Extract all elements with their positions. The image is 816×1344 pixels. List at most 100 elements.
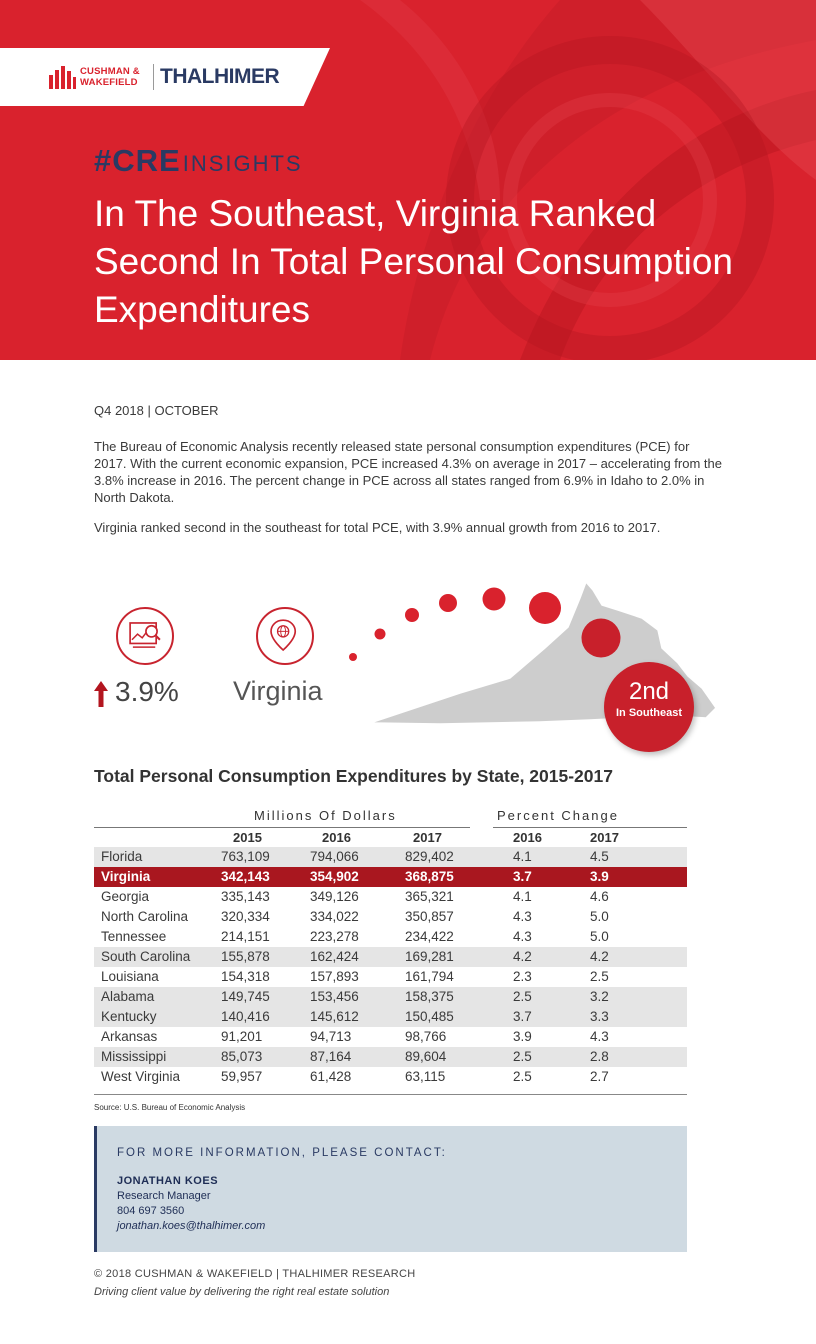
cell-2016: 349,126 — [310, 889, 359, 904]
group-header-percent: Percent Change — [497, 808, 619, 823]
cell-state: Arkansas — [101, 1029, 158, 1044]
table-body: Florida 763,109 794,066 829,402 4.1 4.5 … — [94, 847, 687, 1087]
logo-bar: CUSHMAN & WAKEFIELD THALHIMER — [0, 48, 330, 106]
table-row: Florida 763,109 794,066 829,402 4.1 4.5 — [94, 847, 687, 867]
table-title: Total Personal Consumption Expenditures … — [94, 766, 613, 786]
cell-2016: 794,066 — [310, 849, 359, 864]
cell-2015: 335,143 — [221, 889, 270, 904]
table-bottom-rule — [94, 1094, 687, 1095]
cell-state: Florida — [101, 849, 143, 864]
cell-2016: 87,164 — [310, 1049, 352, 1064]
cell-pct-2017: 5.0 — [590, 909, 609, 924]
cell-2015: 91,201 — [221, 1029, 263, 1044]
col-header-2016: 2016 — [322, 830, 351, 845]
cell-2017: 98,766 — [405, 1029, 447, 1044]
cell-2015: 320,334 — [221, 909, 270, 924]
cell-2017: 350,857 — [405, 909, 454, 924]
cre-suffix: INSIGHTS — [182, 151, 303, 176]
cell-2016: 94,713 — [310, 1029, 352, 1044]
cell-pct-2017: 2.8 — [590, 1049, 609, 1064]
cell-pct-2016: 3.9 — [513, 1029, 532, 1044]
contact-heading: FOR MORE INFORMATION, PLEASE CONTACT: — [117, 1147, 447, 1159]
cell-state: North Carolina — [101, 909, 189, 924]
cell-2017: 161,794 — [405, 969, 454, 984]
cre-prefix: #CRE — [94, 143, 181, 178]
cell-state: Tennessee — [101, 929, 167, 944]
cell-pct-2017: 3.9 — [590, 869, 609, 884]
cell-pct-2016: 3.7 — [513, 869, 532, 884]
cell-2016: 223,278 — [310, 929, 359, 944]
page-title: In The Southeast, Virginia Ranked Second… — [94, 193, 733, 330]
cell-2015: 149,745 — [221, 989, 270, 1004]
cell-2016: 162,424 — [310, 949, 359, 964]
cell-pct-2017: 2.5 — [590, 969, 609, 984]
hero-banner: CUSHMAN & WAKEFIELD THALHIMER #CREINSIGH… — [0, 0, 816, 360]
cell-pct-2016: 2.3 — [513, 969, 532, 984]
cell-2015: 763,109 — [221, 849, 270, 864]
table-row: North Carolina 320,334 334,022 350,857 4… — [94, 907, 687, 927]
cell-pct-2017: 4.3 — [590, 1029, 609, 1044]
header-rule-percent — [493, 827, 687, 828]
cell-2015: 214,151 — [221, 929, 270, 944]
table-row-highlighted: Virginia 342,143 354,902 368,875 3.7 3.9 — [94, 867, 687, 887]
cell-2017: 368,875 — [405, 869, 454, 884]
table-source: Source: U.S. Bureau of Economic Analysis — [94, 1103, 246, 1112]
growth-stat: 3.9% — [115, 676, 179, 707]
cell-2015: 155,878 — [221, 949, 270, 964]
col-header-pct-2016: 2016 — [513, 830, 542, 845]
cell-pct-2016: 4.1 — [513, 849, 532, 864]
cell-2017: 829,402 — [405, 849, 454, 864]
table-row: Kentucky 140,416 145,612 150,485 3.7 3.3 — [94, 1007, 687, 1027]
cell-pct-2016: 4.3 — [513, 929, 532, 944]
cell-pct-2016: 2.5 — [513, 1049, 532, 1064]
cell-state: South Carolina — [101, 949, 191, 964]
cell-pct-2017: 4.5 — [590, 849, 609, 864]
rank-badge: 2nd In Southeast — [604, 662, 694, 752]
report-date: Q4 2018 | OCTOBER — [94, 403, 219, 418]
col-header-2015: 2015 — [233, 830, 262, 845]
table-row: Arkansas 91,201 94,713 98,766 3.9 4.3 — [94, 1027, 687, 1047]
header-rule-dollars — [94, 827, 470, 828]
cell-2016: 354,902 — [310, 869, 359, 884]
cell-2016: 153,456 — [310, 989, 359, 1004]
intro-paragraph-2: Virginia ranked second in the southeast … — [94, 520, 661, 535]
cell-state: West Virginia — [101, 1069, 181, 1084]
cell-2016: 145,612 — [310, 1009, 359, 1024]
cell-state: Georgia — [101, 889, 150, 904]
cell-2015: 140,416 — [221, 1009, 270, 1024]
cell-state: Alabama — [101, 989, 155, 1004]
group-header-dollars: Millions Of Dollars — [254, 808, 397, 823]
contact-name: JONATHAN KOES — [117, 1175, 219, 1187]
table-column-headers: 2015 2016 2017 2016 2017 — [94, 829, 687, 847]
cell-2017: 169,281 — [405, 949, 454, 964]
rank-number: 2nd — [628, 678, 670, 705]
contact-phone: 804 697 3560 — [117, 1205, 185, 1217]
cell-2017: 150,485 — [405, 1009, 454, 1024]
contact-role: Research Manager — [117, 1190, 211, 1202]
table-row: South Carolina 155,878 162,424 169,281 4… — [94, 947, 687, 967]
cell-pct-2017: 2.7 — [590, 1069, 609, 1084]
cell-2015: 154,318 — [221, 969, 270, 984]
thalhimer-wordmark: THALHIMER — [160, 65, 280, 88]
cell-state: Mississippi — [101, 1049, 167, 1064]
tagline: Driving client value by delivering the r… — [94, 1286, 390, 1298]
cell-pct-2016: 2.5 — [513, 1069, 532, 1084]
location-pin-globe-icon — [256, 607, 314, 665]
cell-pct-2017: 3.2 — [590, 989, 609, 1004]
cell-2015: 342,143 — [221, 869, 270, 884]
cell-pct-2016: 4.3 — [513, 909, 532, 924]
table-row: Louisiana 154,318 157,893 161,794 2.3 2.… — [94, 967, 687, 987]
contact-email-link[interactable]: jonathan.koes@thalhimer.com — [117, 1220, 266, 1232]
table-row: West Virginia 59,957 61,428 63,115 2.5 2… — [94, 1067, 687, 1087]
cell-pct-2016: 3.7 — [513, 1009, 532, 1024]
cell-pct-2017: 5.0 — [590, 929, 609, 944]
table-row: Georgia 335,143 349,126 365,321 4.1 4.6 — [94, 887, 687, 907]
intro-paragraph-1: The Bureau of Economic Analysis recently… — [94, 439, 722, 505]
col-header-pct-2017: 2017 — [590, 830, 619, 845]
cell-state: Virginia — [101, 869, 151, 884]
col-header-2017: 2017 — [413, 830, 442, 845]
contact-box: FOR MORE INFORMATION, PLEASE CONTACT: JO… — [94, 1126, 687, 1252]
cushman-wakefield-wordmark: CUSHMAN & WAKEFIELD — [80, 66, 140, 88]
cell-2015: 59,957 — [221, 1069, 263, 1084]
cell-2016: 61,428 — [310, 1069, 352, 1084]
